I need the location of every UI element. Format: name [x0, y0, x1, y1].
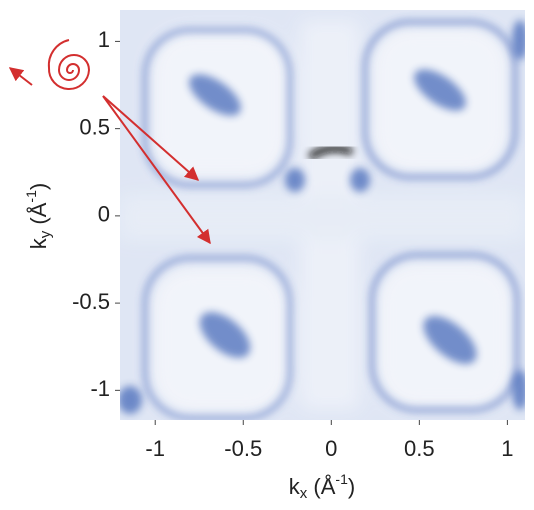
- y-tick-label: 0: [98, 202, 110, 227]
- x-tick-label: -0.5: [224, 436, 262, 461]
- axes: -1 -0.5 0 0.5 1 -1 -0.5 0 0.5 1: [72, 27, 513, 461]
- x-tick-label: 0: [325, 436, 337, 461]
- x-tick-label: 1: [501, 436, 513, 461]
- y-tick-label: -1: [90, 376, 110, 401]
- annotation-spiral: [10, 39, 211, 245]
- x-axis-label: kx (Å-1): [289, 471, 355, 502]
- y-axis-label: ky (Å-1): [23, 183, 54, 249]
- intensity-map: [120, 10, 525, 420]
- y-tick-label: 0.5: [79, 114, 110, 139]
- y-tick-label: 1: [98, 27, 110, 52]
- y-tick-label: -0.5: [72, 289, 110, 314]
- x-tick-label: 0.5: [404, 436, 435, 461]
- x-tick-label: -1: [145, 436, 165, 461]
